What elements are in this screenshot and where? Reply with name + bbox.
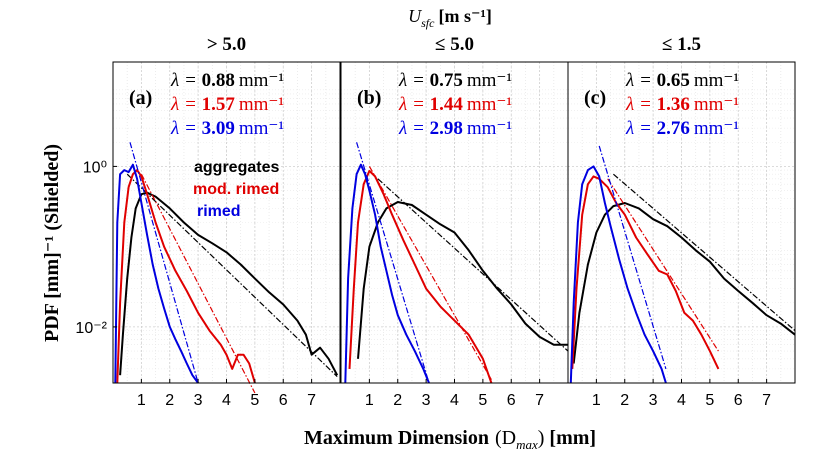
rimed-fit-line — [598, 145, 667, 370]
panel-label: (a) — [129, 87, 152, 109]
mod-rimed-fit-line — [140, 173, 256, 394]
x-tick-label: 5 — [705, 392, 714, 409]
x-tick-label: 1 — [137, 392, 146, 409]
x-tick-label: 6 — [734, 392, 743, 409]
super-title: Usfc [m s⁻¹] — [408, 6, 492, 30]
legend-entry: mod. rimed — [193, 181, 279, 198]
aggregates-fit-line — [377, 178, 569, 352]
x-axis-label-main: Maximum Dimension — [304, 427, 489, 449]
lambda-annotation: λ = 2.76 mm⁻¹ — [625, 118, 739, 139]
aggregates-fit-line — [613, 173, 796, 332]
aggregates-line — [572, 202, 796, 364]
x-tick-label: 6 — [507, 392, 516, 409]
x-tick-label: 4 — [450, 392, 459, 409]
x-axis-label-close: ) — [538, 427, 545, 449]
x-axis-label-unit: [mm] — [549, 427, 596, 449]
panels: 1 2 3 4 5 6 7 10⁰ 10⁻² > 5.0 (a) λ = 0.88 mm⁻¹ λ = 1.… — [75, 34, 796, 409]
rimed-line — [344, 163, 430, 384]
x-tick-label: 1 — [365, 392, 374, 409]
x-tick-label: 1 — [592, 392, 601, 409]
panel-label: (c) — [584, 87, 606, 109]
x-tick-label: 7 — [762, 392, 771, 409]
legend-entry: aggregates — [194, 159, 279, 176]
panel-3: 1 2 3 4 5 6 7 ≤ 1.5 (c) λ = 0.65 mm⁻¹ λ = 1.36 mm⁻¹ λ… — [567, 34, 796, 409]
lambda-annotation: λ = 0.88 mm⁻¹ — [170, 70, 284, 91]
x-tick-label: 6 — [279, 392, 288, 409]
rimed-fit-line — [356, 142, 430, 384]
super-title-sub: sfc — [421, 16, 435, 30]
mod-rimed-line — [571, 175, 720, 370]
y-axis-label: PDF [mm]⁻¹ (Shielded) — [41, 144, 63, 342]
panel-label: (b) — [357, 87, 381, 109]
legend-entry: rimed — [197, 203, 241, 220]
y-tick-label: 10⁻² — [75, 320, 107, 337]
x-tick-label: 5 — [250, 392, 259, 409]
lambda-annotation: λ = 1.57 mm⁻¹ — [170, 94, 284, 115]
lambda-annotation: λ = 1.36 mm⁻¹ — [625, 94, 739, 115]
lambda-annotation: λ = 1.44 mm⁻¹ — [398, 94, 512, 115]
x-axis-label: Maximum Dimension (Dmax) [mm] — [304, 427, 596, 452]
x-axis-label-sub: max — [516, 437, 538, 452]
lambda-annotation: λ = 0.65 mm⁻¹ — [625, 70, 739, 91]
x-tick-label: 2 — [165, 392, 174, 409]
x-axis-label-var: (D — [495, 427, 516, 449]
x-tick-label: 3 — [194, 392, 203, 409]
panel-title: > 5.0 — [207, 34, 246, 55]
mod-rimed-fit-line — [368, 166, 492, 380]
aggregates-line — [119, 191, 339, 376]
aggregates-fit-line — [126, 173, 338, 378]
x-tick-label: 7 — [307, 392, 316, 409]
panel-title: ≤ 5.0 — [435, 34, 474, 55]
lambda-annotation: λ = 2.98 mm⁻¹ — [398, 118, 512, 139]
mod-rimed-line — [116, 169, 256, 384]
panel-title: ≤ 1.5 — [662, 34, 701, 55]
x-tick-label: 4 — [677, 392, 686, 409]
mod-rimed-fit-line — [607, 178, 719, 352]
x-tick-label: 4 — [222, 392, 231, 409]
y-tick-label: 10⁰ — [83, 159, 107, 176]
rimed-line — [569, 165, 667, 384]
super-title-var: U — [408, 6, 422, 26]
super-title-unit: [m s⁻¹] — [438, 6, 491, 26]
x-tick-label: 5 — [478, 392, 487, 409]
rimed-line — [114, 163, 199, 384]
lambda-annotation: λ = 0.75 mm⁻¹ — [398, 70, 512, 91]
x-tick-label: 2 — [393, 392, 402, 409]
x-tick-label: 7 — [535, 392, 544, 409]
panel-1: 1 2 3 4 5 6 7 10⁰ 10⁻² > 5.0 (a) λ = 0.88 mm⁻¹ λ = 1.… — [75, 34, 341, 409]
x-tick-label: 3 — [649, 392, 658, 409]
x-tick-label: 3 — [422, 392, 431, 409]
panel-2: 1 2 3 4 5 6 7 ≤ 5.0 (b) λ = 0.75 mm⁻¹ λ = 1.44 mm⁻¹ λ… — [340, 34, 569, 409]
x-tick-label: 2 — [620, 392, 629, 409]
lambda-annotation: λ = 3.09 mm⁻¹ — [170, 118, 284, 139]
rimed-fit-line — [129, 142, 199, 384]
